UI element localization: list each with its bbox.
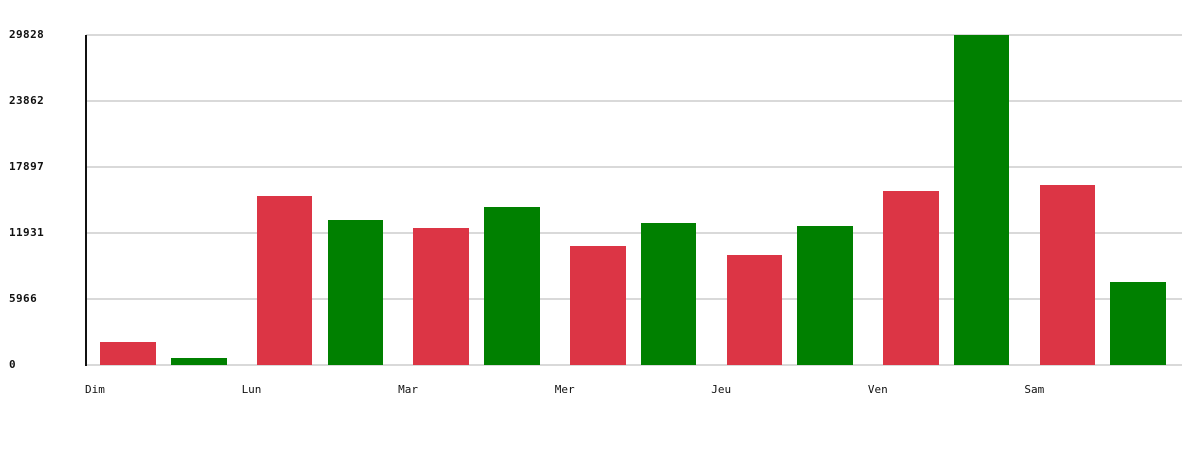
bar-mer-red-series <box>570 245 626 365</box>
bar-lun-green-series <box>327 220 384 365</box>
y-tick-label-11931: 11931 <box>9 226 45 239</box>
bar-sam-green-series <box>1110 282 1166 365</box>
grid-line-17897 <box>86 166 1182 168</box>
grid-line-23862 <box>86 100 1182 102</box>
bar-mar-red-series <box>413 227 469 365</box>
x-tick-label-mer: Mer <box>554 383 575 396</box>
grid-line-5966 <box>86 298 1182 300</box>
bar-sam-red-series <box>1039 184 1096 365</box>
x-tick-label-sam: Sam <box>1024 383 1045 396</box>
y-tick-label-23862: 23862 <box>9 94 45 107</box>
y-tick-label-29828: 29828 <box>9 28 45 41</box>
y-tick-label-17897: 17897 <box>9 159 45 173</box>
y-axis-line <box>85 35 87 366</box>
bar-lun-red-series <box>256 195 313 365</box>
bar-mar-green-series <box>484 206 540 365</box>
bar-dim-green-series <box>171 358 227 365</box>
bar-dim-red-series <box>100 341 156 365</box>
grid-line-0 <box>86 364 1182 366</box>
bar-mer-green-series <box>640 223 697 365</box>
grid-line-29828 <box>86 34 1182 36</box>
bar-ven-red-series <box>883 191 939 365</box>
x-tick-label-dim: Dim <box>85 383 105 396</box>
y-tick-label-0: 0 <box>9 358 17 371</box>
bar-jeu-green-series <box>797 225 853 365</box>
x-tick-label-lun: Lun <box>241 383 262 396</box>
y-tick-label-5966: 5966 <box>9 291 38 305</box>
grid-line-11931 <box>86 232 1182 234</box>
x-tick-label-ven: Ven <box>867 383 888 396</box>
x-tick-label-mar: Mar <box>398 383 419 396</box>
bar-ven-green-series <box>953 35 1010 365</box>
bar-jeu-red-series <box>726 255 783 365</box>
x-tick-label-jeu: Jeu <box>711 383 732 396</box>
